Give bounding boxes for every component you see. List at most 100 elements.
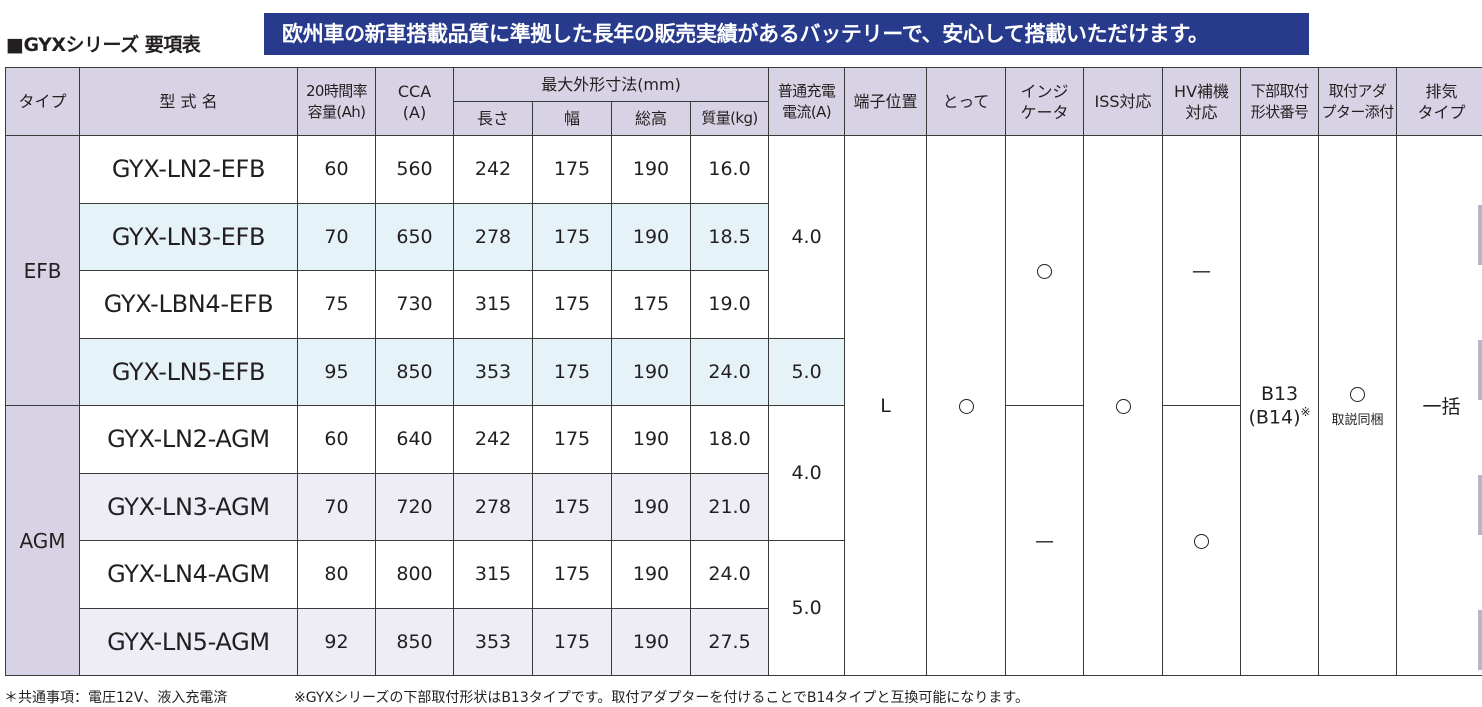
- page-title: ■GYXシリーズ 要項表: [6, 34, 201, 56]
- length-cell: 315: [453, 540, 533, 609]
- header-hv-line2: 対応: [1185, 102, 1218, 122]
- capacity-cell: 70: [297, 472, 376, 541]
- height-cell: 190: [611, 135, 691, 204]
- model-name: GYX-LN2-EFB: [79, 135, 298, 204]
- capacity-cell: 95: [297, 337, 376, 406]
- capacity-cell: 70: [297, 202, 376, 271]
- table-row: GYX-LN3-EFB 70 650 278 175 190 18.5: [6, 202, 1482, 271]
- hv-efb-cell: —: [1162, 135, 1242, 406]
- adapter-note: 取説同梱: [1331, 413, 1384, 428]
- type-efb: EFB: [5, 135, 80, 406]
- header-adapter-line1: 取付アダ: [1328, 81, 1387, 100]
- mass-cell: 27.5: [689, 607, 770, 676]
- header-indicator-line1: インジ: [1020, 81, 1069, 101]
- height-cell: 190: [611, 472, 691, 541]
- model-name: GYX-LN2-AGM: [79, 405, 298, 474]
- length-cell: 353: [453, 607, 533, 676]
- width-cell: 175: [532, 135, 612, 204]
- header-capacity-line1: 20時間率: [305, 81, 368, 100]
- vent-cell: 一括: [1396, 135, 1482, 676]
- table-row: GYX-LN4-AGM 80 800 315 175 190 24.0 5.0: [6, 540, 1482, 676]
- capacity-cell: 80: [297, 540, 376, 609]
- cca-cell: 560: [375, 135, 454, 204]
- width-cell: 175: [532, 405, 612, 474]
- height-cell: 190: [611, 540, 691, 609]
- height-cell: 190: [611, 607, 691, 676]
- mass-cell: 24.0: [689, 540, 770, 609]
- mass-cell: 21.0: [689, 472, 770, 541]
- height-cell: 190: [611, 405, 691, 474]
- header-type: タイプ: [5, 67, 80, 136]
- model-name: GYX-LN5-AGM: [79, 607, 298, 676]
- header-vent: 排気 タイプ: [1396, 67, 1482, 136]
- handle-cell: [926, 135, 1007, 676]
- height-cell: 190: [611, 337, 691, 406]
- header-model: 型 式 名: [79, 67, 298, 136]
- headline-banner: 欧州車の新車搭載品質に準拠した長年の販売実績があるバッテリーで、安心して搭載いた…: [264, 13, 1309, 55]
- edge-decoration: [1478, 340, 1482, 400]
- header-mount-line1: 下部取付: [1250, 81, 1309, 100]
- table-row: GYX-LN5-AGM 92 850 353 175 190 27.5: [6, 607, 1482, 676]
- cca-cell: 800: [375, 540, 454, 609]
- iss-cell: [1083, 135, 1164, 676]
- header-cca-line2: (A): [402, 102, 427, 122]
- length-cell: 242: [453, 405, 533, 474]
- mass-cell: 18.0: [689, 405, 770, 474]
- length-cell: 242: [453, 135, 533, 204]
- header-vent-line1: 排気: [1425, 81, 1458, 101]
- edge-decoration: [1478, 610, 1482, 670]
- mass-cell: 24.0: [689, 337, 770, 406]
- header-length: 長さ: [453, 101, 533, 136]
- mount-note-mark: ※: [1300, 404, 1311, 419]
- header-charge-line1: 普通充電: [777, 81, 836, 100]
- table-row: GYX-LN3-AGM 70 720 278 175 190 21.0: [6, 472, 1482, 541]
- header-hv: HV補機 対応: [1162, 67, 1242, 136]
- edge-decoration: [1478, 475, 1482, 535]
- charge-efb-b: 5.0: [768, 337, 846, 406]
- model-name: GYX-LN3-AGM: [79, 472, 298, 541]
- dash-mark: —: [1192, 259, 1212, 282]
- terminal-cell: L: [844, 135, 928, 676]
- circle-mark: [1194, 533, 1210, 549]
- length-cell: 315: [453, 270, 533, 339]
- charge-efb-a: 4.0: [768, 135, 846, 339]
- circle-mark: [1115, 398, 1131, 414]
- width-cell: 175: [532, 202, 612, 271]
- model-name: GYX-LN4-AGM: [79, 540, 298, 609]
- capacity-cell: 60: [297, 135, 376, 204]
- header-cca: CCA (A): [375, 67, 454, 136]
- header-hv-line1: HV補機: [1174, 81, 1230, 101]
- length-cell: 278: [453, 472, 533, 541]
- circle-mark: [1350, 387, 1366, 402]
- mount-line2: (B14): [1248, 406, 1301, 429]
- indicator-agm-cell: —: [1005, 405, 1085, 676]
- header-vent-line2: タイプ: [1417, 102, 1466, 122]
- circle-mark: [958, 398, 974, 414]
- model-name: GYX-LN5-EFB: [79, 337, 298, 406]
- header-cca-line1: CCA: [397, 81, 432, 101]
- cca-cell: 720: [375, 472, 454, 541]
- header-mount-line2: 形状番号: [1250, 102, 1309, 121]
- footnote-mount: ※GYXシリーズの下部取付形状はB13タイプです。取付アダプターを付けることでB…: [294, 690, 1029, 706]
- circle-mark: [1037, 263, 1053, 279]
- header-capacity-line2: 容量(Ah): [307, 102, 366, 121]
- mass-cell: 18.5: [689, 202, 770, 271]
- cca-cell: 850: [375, 337, 454, 406]
- length-cell: 278: [453, 202, 533, 271]
- width-cell: 175: [532, 540, 612, 609]
- capacity-cell: 92: [297, 607, 376, 676]
- table-row: GYX-LN5-EFB 95 850 353 175 190 24.0 5.0: [6, 337, 1482, 406]
- indicator-efb-cell: [1005, 135, 1085, 406]
- header-adapter-line2: プター添付: [1321, 102, 1395, 121]
- mass-cell: 19.0: [689, 270, 770, 339]
- height-cell: 190: [611, 202, 691, 271]
- header-handle: とって: [926, 67, 1007, 136]
- header-mass: 質量(kg): [689, 101, 770, 136]
- header-adapter: 取付アダ プター添付: [1318, 67, 1398, 136]
- header-charge-current: 普通充電 電流(A): [768, 67, 846, 136]
- model-name: GYX-LN3-EFB: [79, 202, 298, 271]
- cca-cell: 640: [375, 405, 454, 474]
- charge-agm-b: 5.0: [768, 540, 846, 676]
- mount-line1: B13: [1260, 382, 1299, 405]
- length-cell: 353: [453, 337, 533, 406]
